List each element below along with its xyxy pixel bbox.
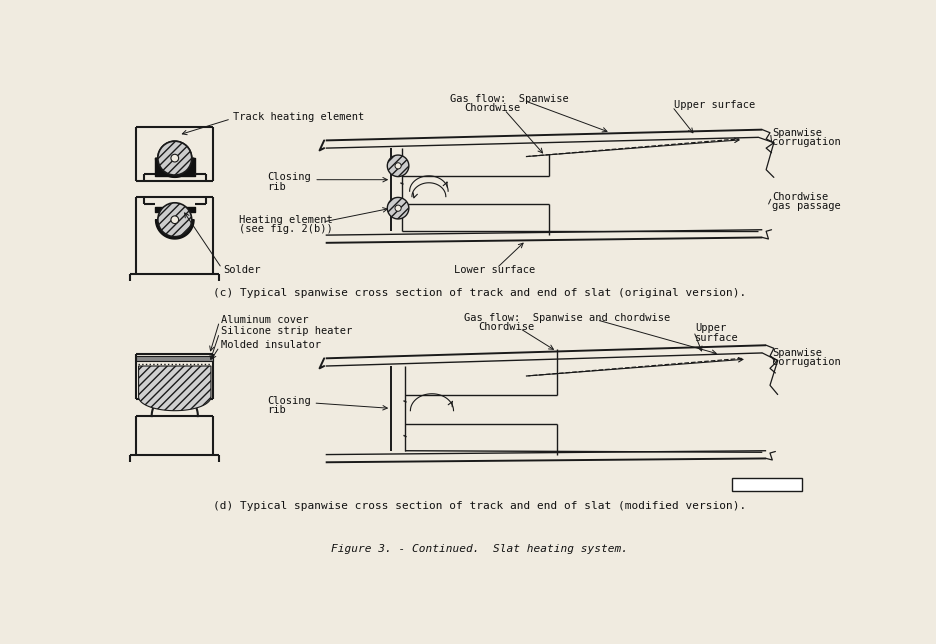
Text: Chordwise: Chordwise [772, 192, 828, 202]
Text: Upper surface: Upper surface [674, 100, 755, 110]
Polygon shape [155, 220, 194, 239]
Text: Lower surface: Lower surface [454, 265, 535, 275]
Circle shape [388, 198, 409, 219]
Text: Track heating element: Track heating element [232, 112, 364, 122]
Text: Closing: Closing [267, 395, 311, 406]
Polygon shape [139, 366, 211, 411]
Text: Heating element: Heating element [239, 214, 332, 225]
Circle shape [171, 216, 179, 223]
Text: rib: rib [267, 405, 285, 415]
Text: surface: surface [695, 332, 739, 343]
Text: Spanwise: Spanwise [772, 128, 823, 138]
Text: gas passage: gas passage [772, 201, 841, 211]
Text: rib: rib [267, 182, 285, 192]
Circle shape [171, 155, 179, 162]
Circle shape [158, 203, 192, 237]
Text: Chordwise: Chordwise [478, 322, 534, 332]
Bar [732, 478, 801, 491]
Text: Aluminum cover: Aluminum cover [221, 315, 309, 325]
Text: Gas flow:  Spanwise and chordwise: Gas flow: Spanwise and chordwise [464, 312, 670, 323]
Circle shape [388, 155, 409, 176]
Text: (c) Typical spanwise cross section of track and end of slat (original version).: (c) Typical spanwise cross section of tr… [213, 288, 746, 298]
Text: (d) Typical spanwise cross section of track and end of slat (modified version).: (d) Typical spanwise cross section of tr… [213, 501, 746, 511]
Text: Solder: Solder [224, 265, 261, 275]
Text: Chordwise: Chordwise [464, 103, 520, 113]
Text: Closing: Closing [267, 173, 311, 182]
Circle shape [158, 141, 192, 175]
Circle shape [395, 205, 402, 211]
Text: Silicone strip heater: Silicone strip heater [221, 327, 352, 336]
Circle shape [158, 141, 192, 175]
Text: CD-4555: CD-4555 [745, 480, 789, 490]
Text: Molded insulator: Molded insulator [221, 340, 321, 350]
Polygon shape [155, 158, 194, 177]
Circle shape [395, 163, 402, 169]
Text: (see fig. 2(b)): (see fig. 2(b)) [239, 224, 332, 234]
Text: Spanwise: Spanwise [772, 348, 823, 358]
Text: Gas flow:  Spanwise: Gas flow: Spanwise [450, 94, 569, 104]
Text: corrugation: corrugation [772, 137, 841, 147]
Text: Upper: Upper [695, 323, 726, 334]
Text: Figure 3. - Continued.  Slat heating system.: Figure 3. - Continued. Slat heating syst… [331, 544, 628, 554]
Text: corrugation: corrugation [772, 357, 841, 367]
Bar [137, 356, 213, 361]
